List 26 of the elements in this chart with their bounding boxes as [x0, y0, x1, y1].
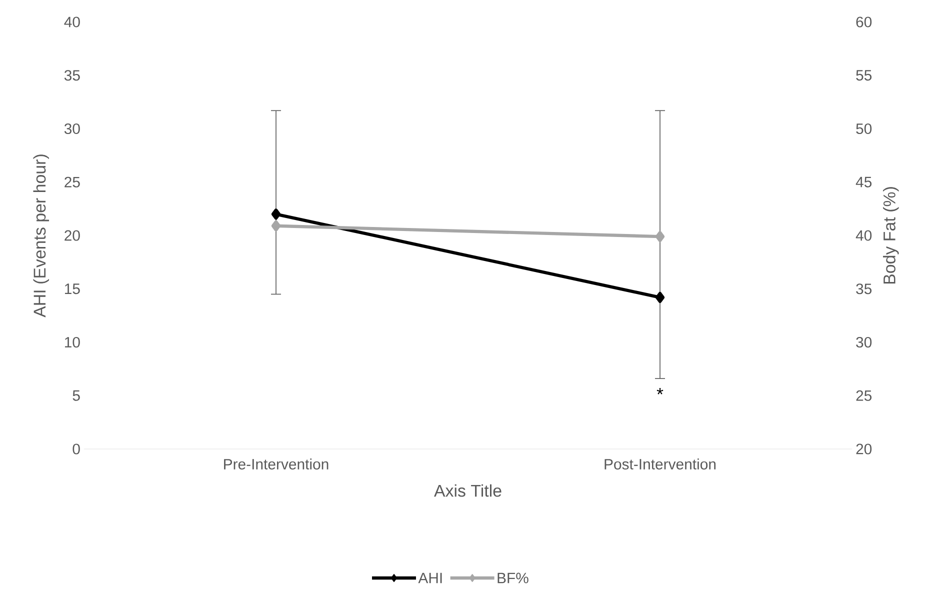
legend-label: BF%	[498, 572, 528, 584]
y2-tick-label: 35	[856, 284, 872, 294]
y2-tick-label: 45	[856, 176, 872, 188]
y-axis-title: AHI (Events per hour)	[33, 154, 50, 318]
y-tick-label: 10	[65, 336, 80, 348]
y-tick-label: 30	[64, 123, 80, 134]
y-tick-label: 0	[72, 444, 80, 454]
y2-axis-title: Body Fat (%)	[883, 187, 899, 284]
y-tick-label: 20	[64, 230, 80, 241]
annotation: *	[656, 388, 664, 394]
y2-tick-label: 30	[856, 336, 872, 348]
x-tick-label: Pre-Intervention	[224, 458, 328, 470]
y2-tick-label: 60	[856, 16, 872, 28]
legend-label: AHI	[418, 572, 442, 584]
y-tick-label: 40	[64, 16, 80, 28]
x-axis-title: Axis Title	[434, 484, 502, 497]
y-tick-label: 25	[64, 176, 80, 188]
y-tick-label: 35	[64, 70, 80, 81]
y2-tick-label: 55	[856, 70, 872, 81]
y-tick-label: 15	[65, 284, 80, 294]
x-tick-label: Post-Intervention	[604, 458, 716, 470]
y2-tick-label: 40	[856, 230, 872, 241]
y-tick-label: 5	[72, 390, 80, 401]
y2-tick-label: 50	[856, 123, 872, 134]
y2-tick-label: 20	[856, 444, 872, 454]
y2-tick-label: 25	[856, 390, 872, 401]
